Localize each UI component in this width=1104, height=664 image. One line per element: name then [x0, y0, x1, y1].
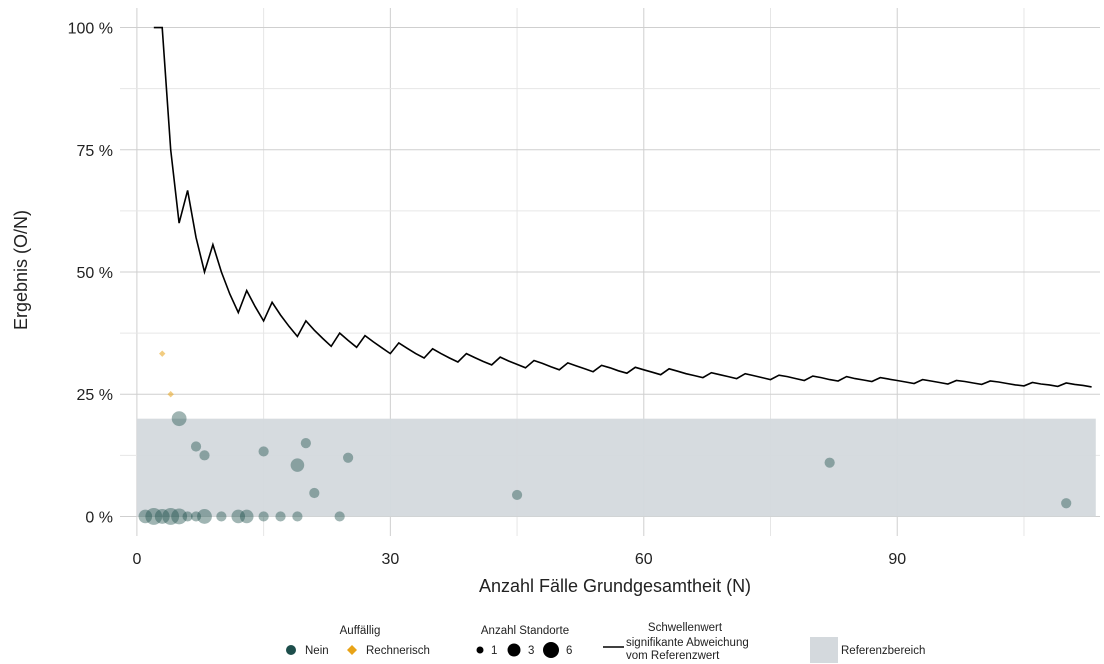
- legend-threshold-line1: Schwellenwert: [648, 622, 723, 634]
- legend-size-6-label: 6: [566, 645, 572, 657]
- legend-reference-label: Referenzbereich: [841, 645, 925, 657]
- point-nein: [190, 441, 202, 452]
- reference-range-layer: [136, 418, 1096, 517]
- point-rechnerisch: [159, 350, 166, 357]
- point-nein: [171, 411, 187, 427]
- y-axis-ticks: 0 % 25 % 50 % 75 % 100 %: [68, 21, 113, 527]
- threshold-line: [153, 26, 1092, 388]
- point-nein: [182, 511, 193, 522]
- legend-rechnerisch-label: Rechnerisch: [366, 645, 430, 657]
- legend-nein-marker: [286, 645, 296, 655]
- x-axis-ticks: 0 30 60 90: [132, 551, 906, 568]
- point-nein: [154, 509, 170, 524]
- legend-size-1-label: 1: [491, 645, 497, 657]
- x-tick-label: 30: [381, 551, 399, 568]
- x-tick-label: 90: [888, 551, 906, 568]
- legend-reference-swatch: [810, 637, 838, 663]
- point-nein: [1061, 498, 1072, 509]
- legend-threshold-line2: signifikante Abweichung: [626, 637, 749, 649]
- legend-rechnerisch-marker: [347, 645, 357, 655]
- x-tick-label: 60: [635, 551, 653, 568]
- point-nein: [216, 511, 227, 522]
- legend-size-1-marker: [476, 646, 484, 654]
- point-nein: [239, 509, 254, 524]
- point-rechnerisch: [167, 391, 174, 398]
- y-tick-label: 50 %: [77, 265, 113, 282]
- point-nein: [162, 508, 180, 525]
- point-nein: [145, 508, 163, 525]
- point-nein: [190, 511, 202, 522]
- point-nein: [171, 508, 188, 525]
- y-tick-label: 100 %: [68, 21, 113, 38]
- point-nein: [824, 457, 835, 468]
- threshold-layer: [153, 26, 1092, 388]
- reference-range-band: [136, 418, 1096, 517]
- legend-nein-label: Nein: [305, 645, 329, 657]
- legend-size-3-marker: [507, 643, 521, 657]
- point-nein: [258, 511, 269, 522]
- legend-auffaellig-title: Auffällig: [340, 625, 381, 637]
- point-nein: [292, 511, 303, 522]
- point-nein: [258, 446, 269, 457]
- point-nein: [197, 509, 212, 524]
- y-tick-label: 0 %: [85, 509, 113, 526]
- legend-size-3-label: 3: [528, 645, 534, 657]
- point-nein: [309, 487, 320, 499]
- point-nein: [343, 452, 354, 463]
- legend: Auffällig Nein Rechnerisch Anzahl Stando…: [286, 622, 925, 663]
- legend-size-6-marker: [543, 642, 559, 658]
- point-nein: [511, 489, 523, 501]
- point-nein: [334, 511, 345, 522]
- y-tick-label: 25 %: [77, 387, 113, 404]
- point-nein: [290, 458, 305, 472]
- grid: [120, 8, 1100, 536]
- point-nein: [138, 509, 153, 524]
- points-layer: [138, 350, 1072, 525]
- point-nein: [231, 509, 246, 524]
- y-axis-title: Ergebnis (O/N): [11, 210, 31, 330]
- legend-threshold-line3: vom Referenzwert: [626, 650, 720, 662]
- point-nein: [275, 511, 286, 522]
- y-tick-label: 75 %: [77, 143, 113, 160]
- point-nein: [199, 450, 210, 461]
- legend-standorte-title: Anzahl Standorte: [481, 625, 569, 637]
- x-tick-label: 0: [132, 551, 141, 568]
- point-nein: [300, 438, 311, 449]
- x-axis-title: Anzahl Fälle Grundgesamtheit (N): [479, 576, 751, 596]
